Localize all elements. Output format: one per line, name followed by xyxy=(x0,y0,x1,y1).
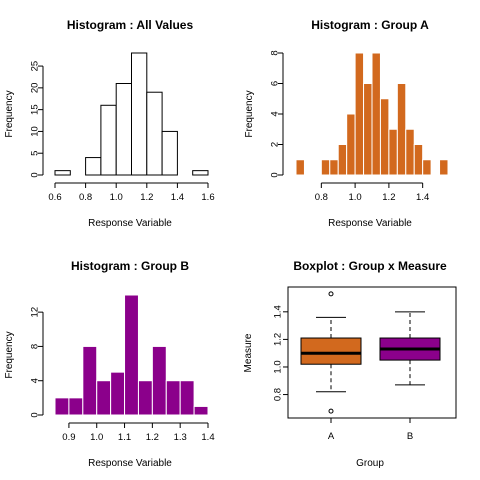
histogram-bar xyxy=(110,371,126,416)
histogram-bar xyxy=(85,157,102,176)
y-tick-label: 0.8 xyxy=(272,388,283,401)
histogram-bar xyxy=(320,159,331,176)
x-tick-label: 1.4 xyxy=(201,432,214,443)
x-tick-label: 1.1 xyxy=(118,432,131,443)
y-tick-label: 1.2 xyxy=(272,333,283,346)
x-tick-label: 1.4 xyxy=(171,192,184,203)
x-axis-label: Response Variable xyxy=(88,458,172,469)
x-tick-label: 1.0 xyxy=(349,192,362,203)
histogram-bar xyxy=(115,83,132,176)
histogram-bar xyxy=(96,380,112,416)
x-tick-label: A xyxy=(328,431,335,442)
y-tick-label: 4 xyxy=(269,111,280,116)
x-tick-label: 1.4 xyxy=(416,192,429,203)
y-tick-label: 12 xyxy=(29,307,40,318)
boxplot-group-measure: A B 0.8 1.0 1.2 1.4 xyxy=(272,286,457,442)
x-tick-label: 1.6 xyxy=(201,192,214,203)
x-tick-label: 0.8 xyxy=(79,192,92,203)
outlier-point xyxy=(328,408,334,414)
histogram-bar xyxy=(146,91,163,176)
y-axis-label: Frequency xyxy=(4,331,15,378)
histogram-bar xyxy=(379,98,390,176)
panel-boxplot: Boxplot : Group x Measure A B 0.8 1.0 1.2 1.4… xyxy=(243,259,457,469)
x-tick-label: 1.2 xyxy=(382,192,395,203)
x-tick-label: 0.8 xyxy=(315,192,328,203)
x-tick-label: 1.3 xyxy=(174,432,187,443)
histogram-bar xyxy=(329,159,339,176)
x-tick-label: 0.9 xyxy=(62,432,75,443)
y-tick-label: 0 xyxy=(29,412,40,417)
x-axis-label: Response Variable xyxy=(88,218,172,229)
histogram-bar xyxy=(346,113,356,176)
panel-group-a: Histogram : Group A 0.8 1.0 1.2 1.4 0 2 4 6 8 Re… xyxy=(244,18,449,229)
histogram-bar xyxy=(439,159,449,176)
y-tick-label: 1.0 xyxy=(272,360,283,373)
y-tick-label: 4 xyxy=(29,378,40,383)
histogram-bar xyxy=(165,380,181,416)
x-axis-label: Group xyxy=(356,458,384,469)
x-tick-label: 0.6 xyxy=(48,192,61,203)
x-tick-label: 1.2 xyxy=(140,192,153,203)
histogram-bar xyxy=(54,170,71,176)
histogram-bar xyxy=(337,144,348,176)
histogram-bar xyxy=(68,397,84,416)
histogram-bar xyxy=(371,52,381,176)
chart-title: Histogram : All Values xyxy=(67,18,194,32)
histogram-bar xyxy=(396,83,407,176)
chart-title: Boxplot : Group x Measure xyxy=(293,259,447,273)
histogram-bar xyxy=(100,104,117,176)
y-axis-label: Frequency xyxy=(4,90,15,137)
panel-all-values: Histogram : All Values 0.6 0.8 1.0 1.2 1.4 1.… xyxy=(4,18,215,229)
y-tick-label: 25 xyxy=(29,61,40,72)
histogram-bar xyxy=(413,144,424,176)
histogram-bar xyxy=(179,380,195,416)
y-tick-label: 5 xyxy=(29,151,40,156)
y-tick-label: 15 xyxy=(29,104,40,115)
y-tick-label: 6 xyxy=(269,81,280,86)
y-tick-label: 0 xyxy=(269,172,280,177)
x-tick-label: 1.2 xyxy=(146,432,159,443)
histogram-bar xyxy=(131,52,148,176)
y-tick-label: 0 xyxy=(29,172,40,177)
histogram-bar xyxy=(161,130,178,176)
histogram-bar xyxy=(137,380,153,416)
histogram-bar xyxy=(363,83,373,176)
chart-title: Histogram : Group B xyxy=(71,259,189,273)
x-tick-label: B xyxy=(407,431,413,442)
x-tick-label: 1.0 xyxy=(110,192,123,203)
histogram-bar xyxy=(54,397,70,416)
plot-frame xyxy=(287,286,457,419)
x-axis-label: Response Variable xyxy=(328,218,412,229)
y-tick-label: 8 xyxy=(29,344,40,349)
y-tick-label: 1.4 xyxy=(272,305,283,318)
x-tick-label: 1.0 xyxy=(90,432,103,443)
panel-group-b: Histogram : Group B 0.9 1.0 1.1 1.2 1.3 1.4 0 4… xyxy=(4,259,215,469)
histogram-bar xyxy=(405,128,415,176)
histogram-bar xyxy=(422,159,432,176)
histogram-group-b: 0.9 1.0 1.1 1.2 1.3 1.4 0 4 8 12 xyxy=(29,294,215,443)
histogram-bar xyxy=(388,128,398,176)
y-tick-label: 10 xyxy=(29,126,40,137)
y-axis-label: Measure xyxy=(243,333,254,372)
chart-title: Histogram : Group A xyxy=(311,18,429,32)
y-tick-label: 2 xyxy=(269,142,280,147)
y-axis-label: Frequency xyxy=(244,90,255,137)
outlier-point xyxy=(328,291,334,297)
histogram-bar xyxy=(193,405,209,416)
histogram-bar xyxy=(124,294,139,416)
histogram-bar xyxy=(295,159,305,176)
histogram-group-a: 0.8 1.0 1.2 1.4 0 2 4 6 8 xyxy=(269,50,449,203)
histogram-bar xyxy=(192,170,209,176)
y-tick-label: 20 xyxy=(29,83,40,94)
box-a xyxy=(300,337,362,365)
histogram-bar xyxy=(151,345,167,416)
histogram-bar xyxy=(354,52,365,176)
histogram-all-values: 0.6 0.8 1.0 1.2 1.4 1.6 0 5 10 15 20 25 xyxy=(29,52,215,203)
histogram-bar xyxy=(82,345,98,416)
y-tick-label: 8 xyxy=(269,50,280,55)
